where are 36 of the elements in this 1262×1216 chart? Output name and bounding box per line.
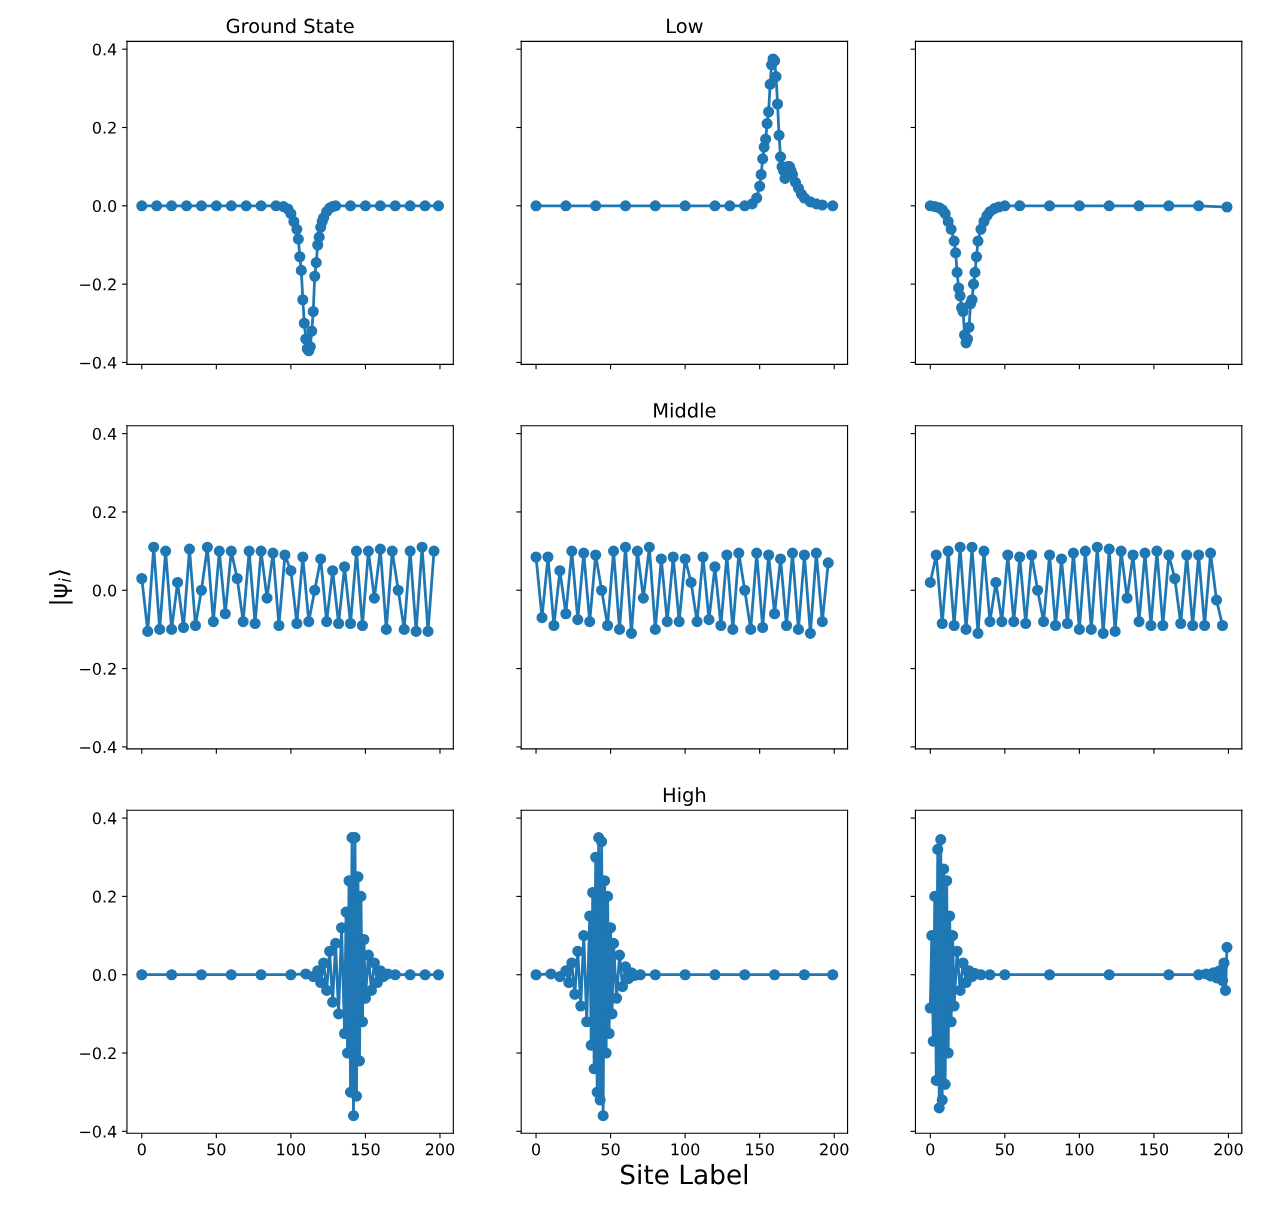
y-tick-label: 0.2 [92, 506, 116, 519]
y-tick-label: −0.2 [80, 662, 116, 675]
x-tick-label: 100 [671, 1143, 700, 1156]
chart-title: Middle [654, 402, 716, 418]
chart-title: Low [667, 18, 703, 34]
x-tick-label: 150 [1140, 1143, 1169, 1156]
y-tick-label: −0.4 [80, 356, 117, 369]
y-tick-label: 0.4 [92, 812, 117, 825]
y-tick-label: −0.2 [80, 278, 116, 291]
x-tick-label: 50 [207, 1143, 226, 1156]
x-tick-label: 200 [820, 1143, 849, 1156]
y-tick-label: 0.2 [92, 890, 116, 903]
x-tick-label: 200 [425, 1143, 455, 1156]
x-tick-label: 0 [926, 1143, 935, 1156]
x-axis-title: Site Label [621, 1164, 748, 1185]
y-tick-label: 0.4 [92, 427, 117, 440]
x-tick-label: 0 [532, 1143, 541, 1156]
x-tick-label: 150 [746, 1143, 774, 1156]
x-tick-label: 50 [601, 1143, 620, 1156]
chart-title: High [663, 787, 706, 806]
y-tick-label: −0.4 [80, 741, 117, 754]
y-tick-label: 0.0 [92, 584, 117, 597]
y-axis-title: |ψ$_{i}$⟩ [49, 570, 73, 604]
y-tick-label: 0.4 [92, 43, 117, 56]
y-tick-label: −0.2 [80, 1047, 116, 1060]
x-tick-label: 150 [351, 1143, 380, 1156]
x-tick-label: 50 [995, 1143, 1014, 1156]
chart-title: Ground State [226, 18, 354, 34]
y-tick-label: 0.0 [92, 968, 117, 982]
y-tick-label: −0.4 [80, 1125, 117, 1138]
x-tick-label: 0 [137, 1143, 146, 1156]
x-tick-label: 100 [277, 1143, 306, 1156]
y-tick-label: 0.0 [92, 200, 117, 213]
y-tick-label: 0.2 [92, 121, 116, 134]
x-tick-label: 100 [1065, 1143, 1094, 1156]
x-tick-label: 200 [1214, 1143, 1243, 1156]
